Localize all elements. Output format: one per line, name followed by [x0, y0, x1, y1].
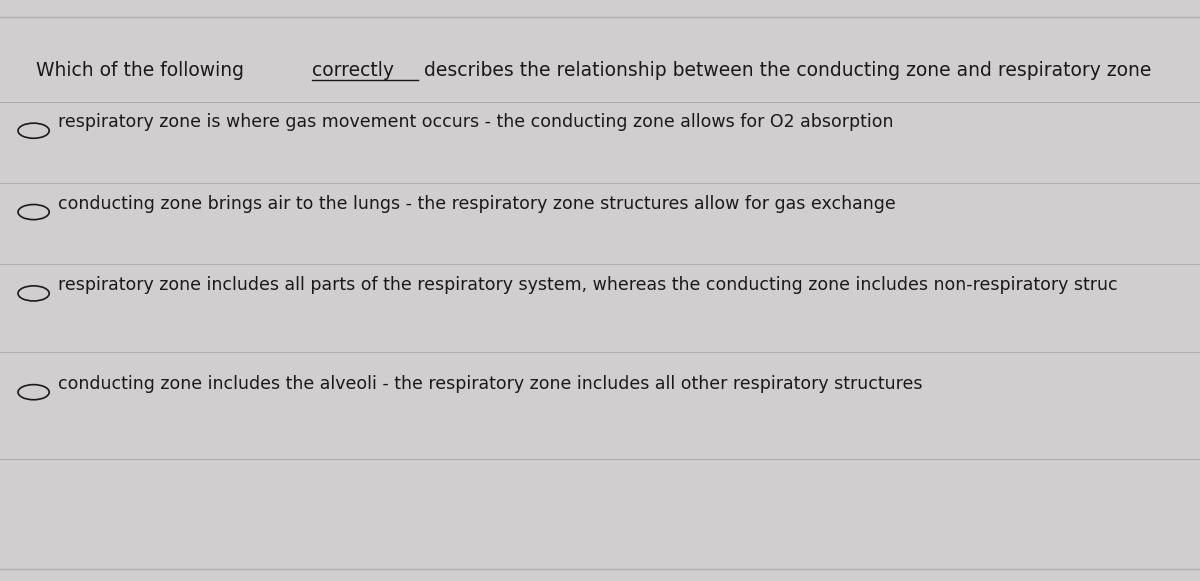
Text: conducting zone brings air to the lungs - the respiratory zone structures allow : conducting zone brings air to the lungs … [58, 195, 895, 213]
Text: describes the relationship between the conducting zone and respiratory zone: describes the relationship between the c… [418, 61, 1151, 80]
Text: correctly: correctly [312, 61, 394, 80]
Text: Which of the following: Which of the following [36, 61, 250, 80]
Text: conducting zone includes the alveoli - the respiratory zone includes all other r: conducting zone includes the alveoli - t… [58, 375, 922, 393]
Text: respiratory zone includes all parts of the respiratory system, whereas the condu: respiratory zone includes all parts of t… [58, 276, 1117, 294]
Text: respiratory zone is where gas movement occurs - the conducting zone allows for O: respiratory zone is where gas movement o… [58, 113, 893, 131]
